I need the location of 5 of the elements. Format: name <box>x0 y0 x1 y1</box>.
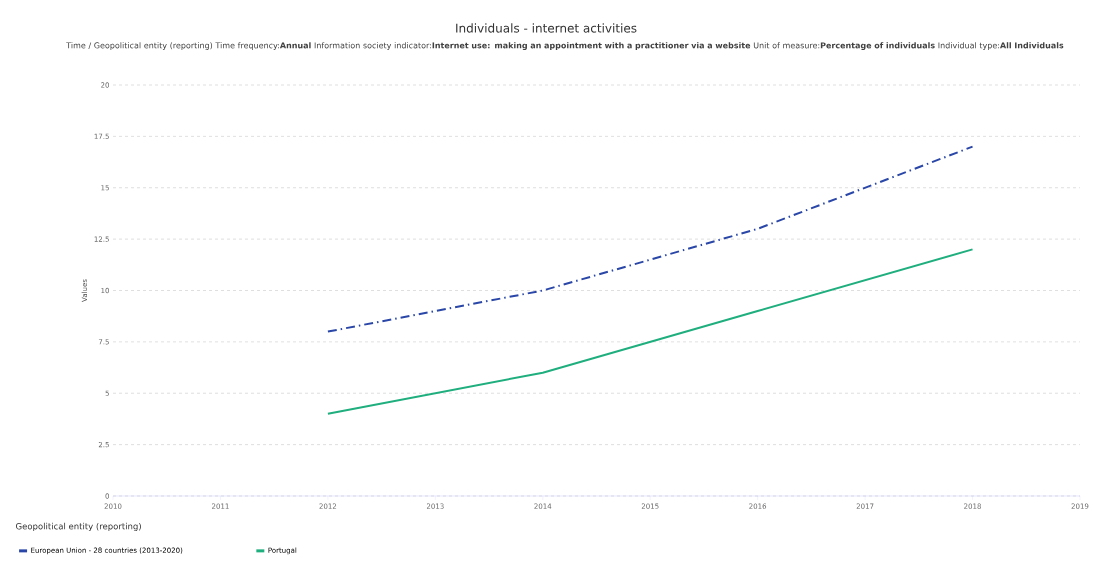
chart-subtitle: Time / Geopolitical entity (reporting) Time frequency:Annual Information society indicator:Internet use: making an appointment with a practitioner via a website Unit of measure:Percentage of individuals Individual type:All Individuals <box>66 42 1064 50</box>
chart-title: Individuals - internet activities <box>456 23 637 33</box>
line-series <box>326 145 974 333</box>
line-series <box>326 248 974 415</box>
legend-title: Geopolitical entity (reporting) <box>16 522 141 532</box>
